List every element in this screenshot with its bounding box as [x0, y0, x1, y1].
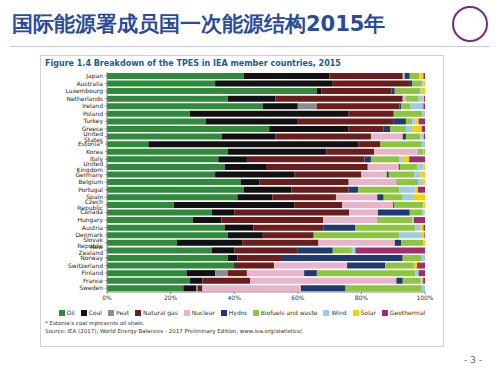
svg-text:20%: 20% — [164, 294, 178, 301]
svg-text:60%: 60% — [291, 294, 305, 301]
svg-text:0%: 0% — [102, 294, 112, 301]
svg-text:Ireland: Ireland — [82, 102, 103, 109]
svg-text:40%: 40% — [228, 294, 242, 301]
svg-text:80%: 80% — [355, 294, 369, 301]
svg-text:Switzerland: Switzerland — [68, 262, 103, 269]
svg-text:Estonia*: Estonia* — [78, 140, 103, 147]
svg-text:Finland: Finland — [82, 269, 104, 276]
svg-text:Austria: Austria — [82, 224, 104, 231]
svg-text:Sweden: Sweden — [79, 284, 103, 291]
svg-text:Poland: Poland — [83, 110, 103, 117]
svg-text:SlovakRepublic: SlovakRepublic — [77, 236, 103, 250]
svg-text:Australia: Australia — [76, 80, 103, 87]
svg-text:Canada: Canada — [80, 208, 103, 215]
svg-text:France: France — [83, 277, 103, 284]
svg-text:100%: 100% — [416, 294, 433, 301]
svg-text:Netherlands: Netherlands — [66, 95, 103, 102]
svg-text:Korea: Korea — [86, 148, 103, 155]
